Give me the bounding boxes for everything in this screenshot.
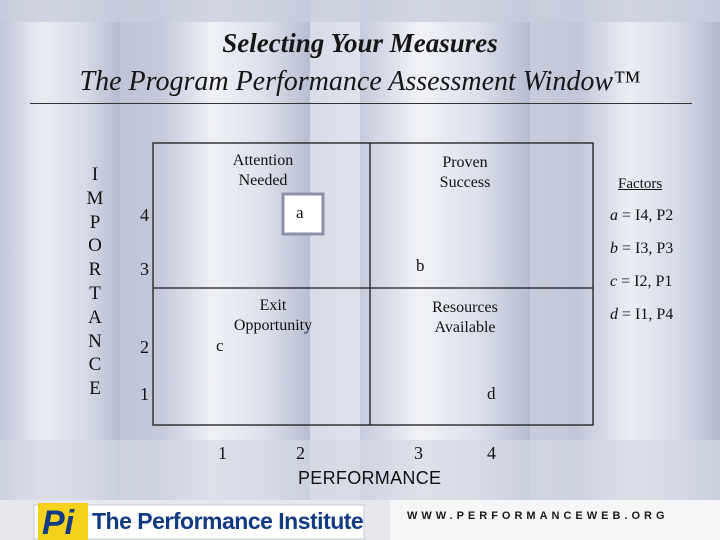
factor-d: d = I1, P4 — [610, 306, 673, 324]
quadrant-attention-needed: Attention Needed — [198, 151, 328, 191]
quadrant-label-line: Success — [439, 174, 491, 191]
point-a-label: a — [296, 203, 304, 222]
factor-letter: b — [610, 240, 618, 257]
y-tick-label: 3 — [140, 259, 149, 279]
y-axis-letter: O — [88, 235, 102, 257]
pi-logo-icon: Pi — [38, 503, 88, 540]
x-tick-label: 2 — [296, 443, 305, 463]
title-divider — [30, 103, 692, 104]
point-a-box — [281, 192, 325, 236]
factor-c: c = I2, P1 — [610, 273, 672, 291]
y-axis-label: I M P O R T A N C E — [84, 163, 106, 401]
factor-value: = I2, P1 — [617, 273, 673, 290]
factor-value: = I1, P4 — [618, 306, 674, 323]
y-axis-letter: A — [88, 306, 102, 328]
quadrant-proven-success: Proven Success — [400, 153, 530, 193]
y-axis-letter: I — [91, 164, 99, 185]
x-tick-label: 1 — [218, 443, 227, 463]
quadrant-label-line: Proven — [442, 154, 488, 171]
quadrant-label-line: Resources — [432, 299, 498, 316]
quadrant-label-line: Opportunity — [233, 317, 313, 334]
y-axis-letter: R — [88, 259, 102, 281]
y-axis-letter: C — [88, 354, 102, 376]
y-tick-label: 1 — [140, 384, 149, 404]
footer-bar — [0, 500, 720, 540]
quadrant-label-line: Needed — [238, 172, 288, 189]
factor-letter: a — [610, 207, 618, 224]
point-b-label: b — [416, 256, 425, 275]
y-axis-letter: M — [86, 187, 104, 209]
y-tick-label: 4 — [140, 205, 149, 225]
factor-letter: c — [610, 273, 618, 290]
y-axis-letter: E — [89, 378, 101, 400]
factor-value: = I4, P2 — [618, 207, 674, 224]
logo-mark: Pi — [42, 504, 76, 540]
page-title: Selecting Your Measures — [222, 28, 498, 58]
factors-heading: Factors — [618, 176, 663, 192]
y-tick-label: 2 — [140, 337, 149, 357]
page-subtitle: The Program Performance Assessment Windo… — [79, 66, 641, 97]
factor-letter: d — [610, 306, 618, 323]
website-url: WWW.PERFORMANCEWEB.ORG — [407, 510, 669, 522]
point-d-label: d — [487, 384, 496, 403]
y-axis-letter: P — [89, 211, 101, 233]
quadrant-label-line: Exit — [259, 297, 287, 314]
factor-a: a = I4, P2 — [610, 207, 673, 225]
y-axis-letter: N — [88, 330, 102, 352]
point-c-label: c — [216, 336, 224, 355]
quadrant-label-line: Attention — [232, 152, 294, 169]
organization-name: The Performance Institute — [92, 508, 364, 534]
x-tick-label: 3 — [414, 443, 423, 463]
x-axis-label: PERFORMANCE — [298, 468, 442, 488]
factor-b: b = I3, P3 — [610, 240, 673, 258]
quadrant-exit-opportunity: Exit Opportunity — [208, 296, 338, 336]
x-tick-label: 4 — [487, 443, 496, 463]
factor-value: = I3, P3 — [618, 240, 674, 257]
y-axis-letter: T — [89, 282, 101, 304]
grid-frame — [152, 142, 594, 426]
quadrant-resources-available: Resources Available — [400, 298, 530, 338]
quadrant-label-line: Available — [434, 319, 496, 336]
